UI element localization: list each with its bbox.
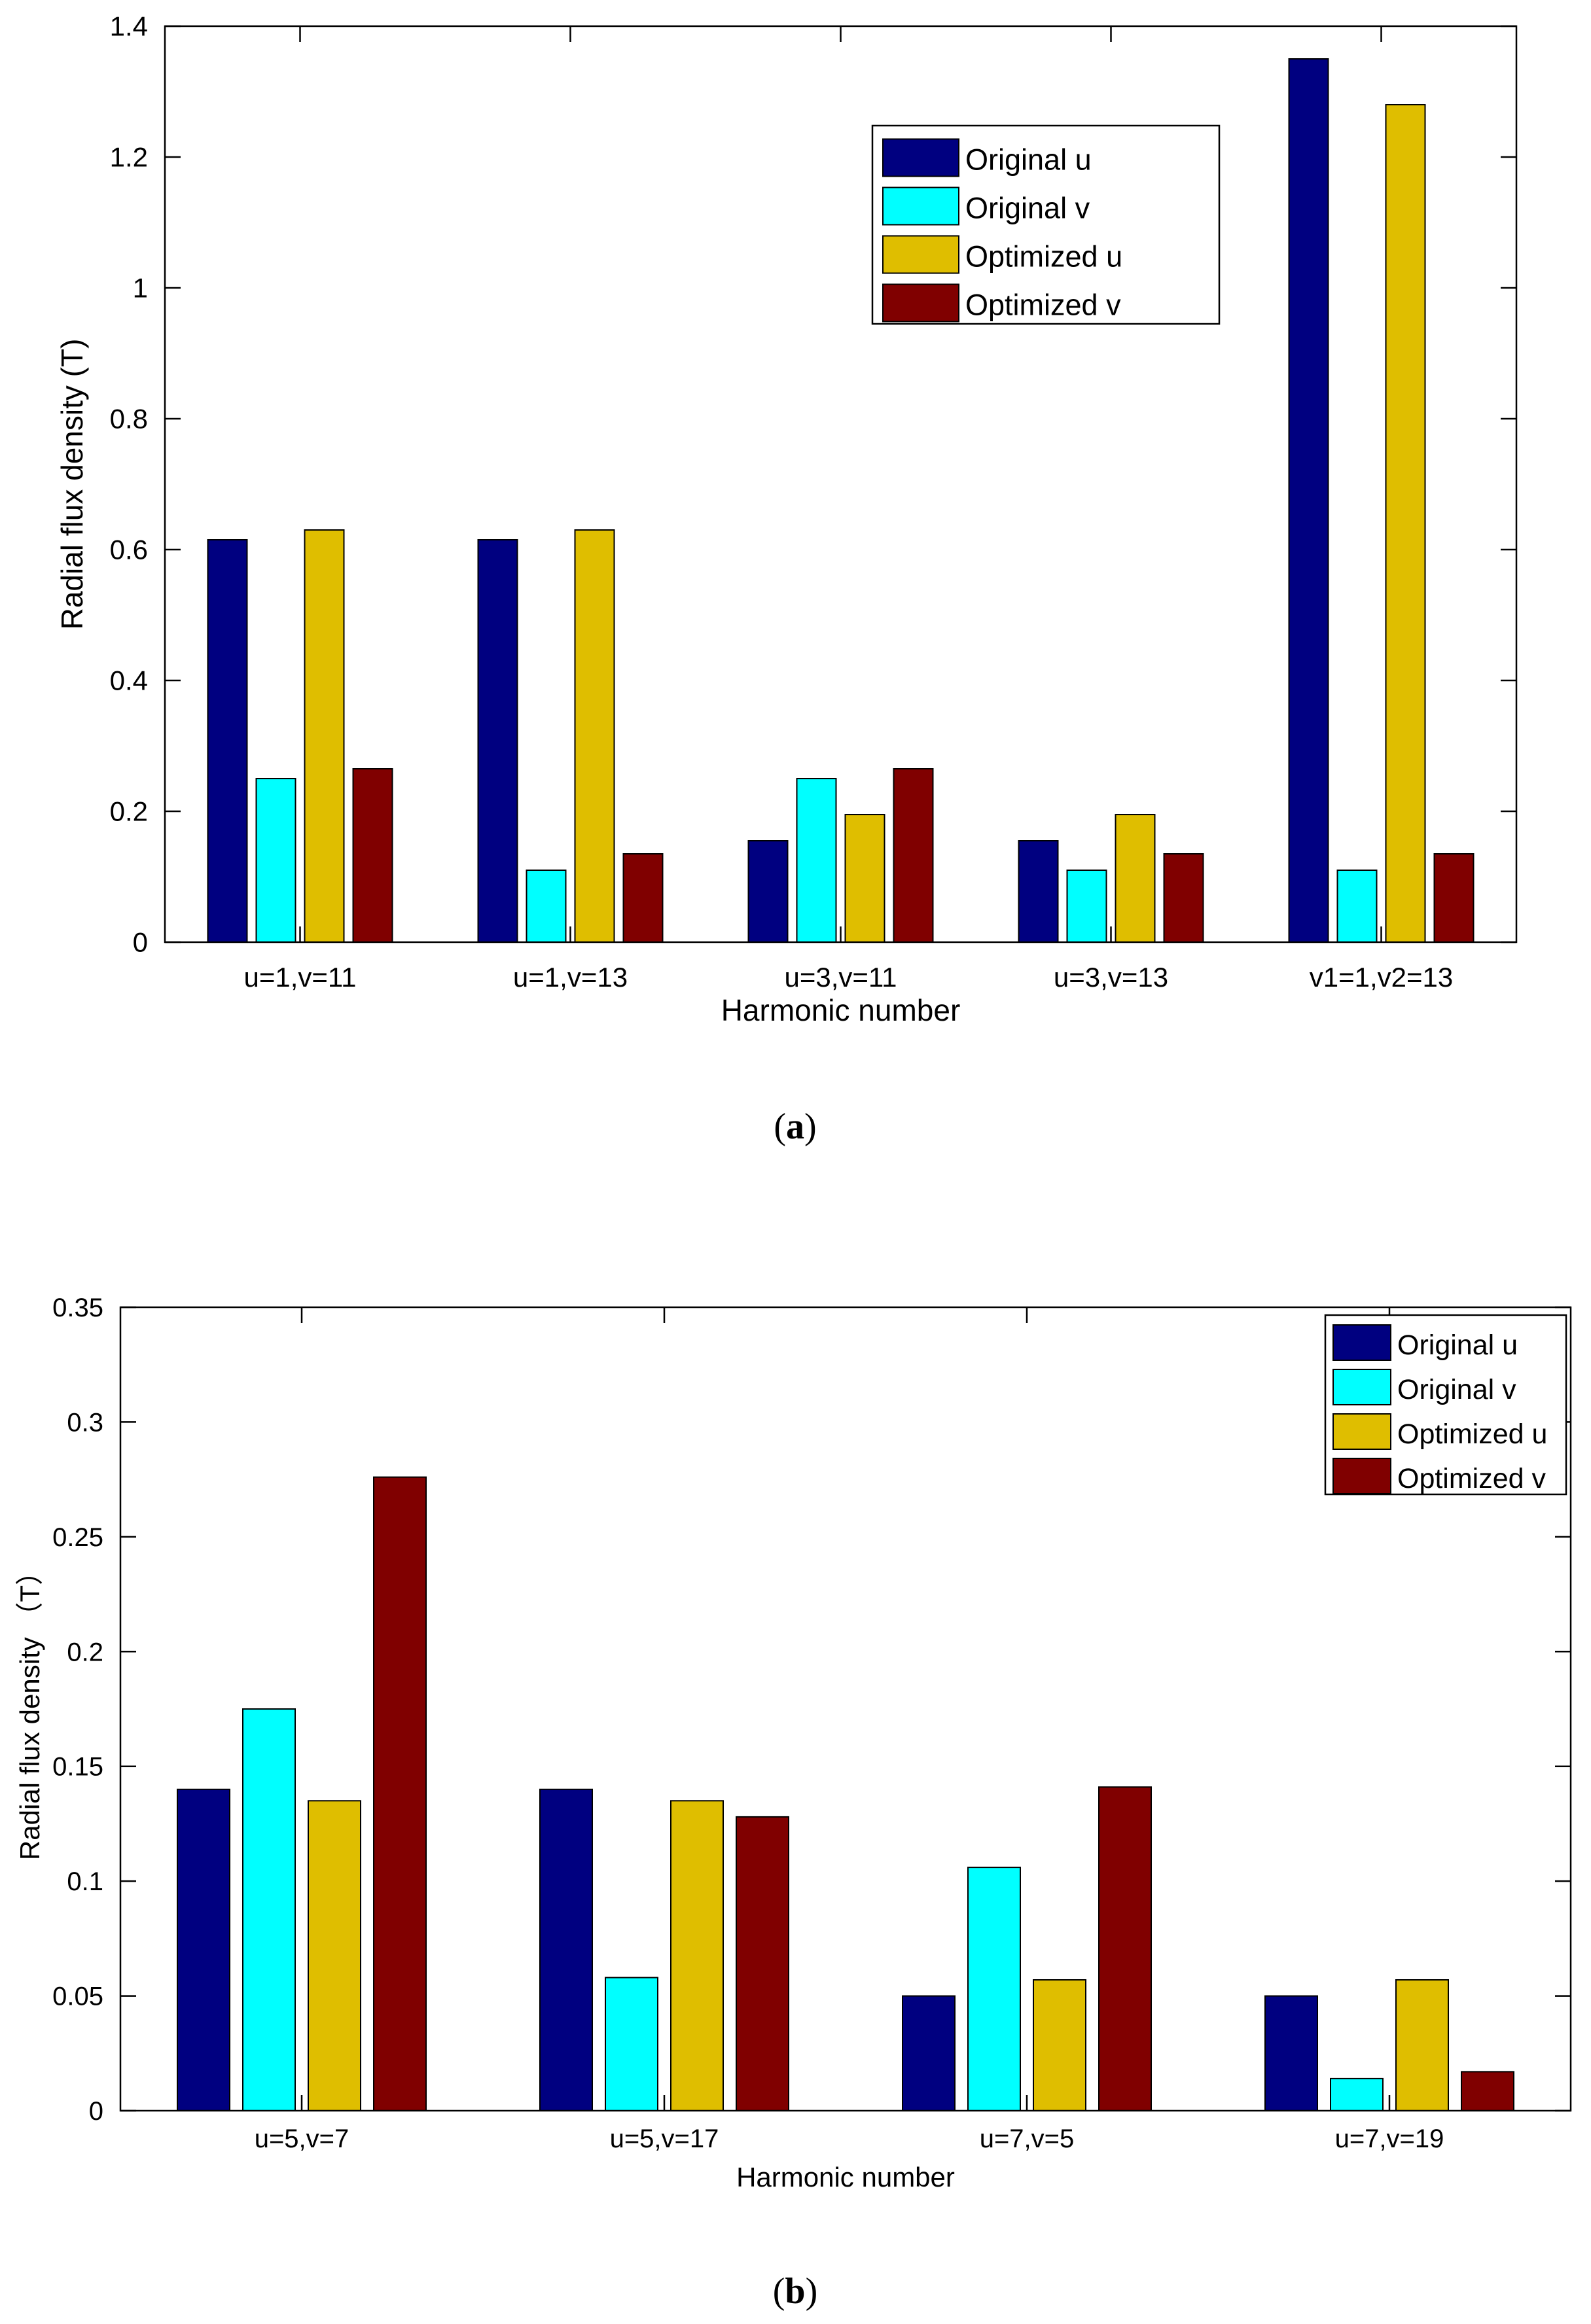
legend-label-optimized-u: Optimized u [1397, 1418, 1547, 1450]
x-axis-label: Harmonic number [721, 993, 961, 1027]
bar-original-u-1 [207, 539, 248, 943]
legend-swatch-original-v [882, 186, 959, 226]
bar-optimized-v-1 [352, 768, 393, 943]
plot-frame [119, 1306, 1572, 2112]
bar-original-v-2 [605, 1977, 658, 2111]
legend-swatch-original-v [1332, 1369, 1391, 1405]
x-tick-label: v1=1,v2=13 [1310, 962, 1454, 993]
x-tick-label: u=1,v=13 [513, 962, 628, 993]
legend-label-original-v: Original v [965, 191, 1090, 224]
bar-optimized-v-2 [622, 853, 664, 943]
bar-optimized-v-3 [893, 768, 934, 943]
bar-original-u-2 [539, 1788, 593, 2112]
x-tick-label: u=7,v=19 [1335, 2124, 1444, 2153]
bar-original-u-3 [747, 840, 789, 943]
legend-swatch-original-u [882, 138, 959, 177]
bar-optimized-v-3 [1098, 1786, 1152, 2112]
bar-optimized-v-1 [373, 1476, 427, 2112]
bar-optimized-u-2 [574, 529, 615, 943]
bar-original-v-5 [1336, 870, 1378, 943]
bar-original-u-2 [477, 539, 518, 943]
legend-label-original-u: Original u [1397, 1329, 1518, 1361]
bar-optimized-u-3 [1033, 1979, 1086, 2111]
bar-optimized-u-3 [844, 814, 885, 943]
y-tick-label: 0.35 [52, 1294, 103, 1322]
bar-optimized-v-4 [1163, 853, 1204, 943]
y-tick-label: 0.6 [110, 535, 148, 565]
bar-optimized-u-2 [670, 1800, 724, 2112]
bar-optimized-v-5 [1433, 853, 1475, 943]
x-tick-label: u=1,v=11 [243, 962, 356, 993]
legend-swatch-optimized-v [1332, 1458, 1391, 1494]
bar-original-v-1 [255, 778, 296, 943]
bar-optimized-u-4 [1395, 1979, 1449, 2111]
y-axis-label: Radial flux density （T） [14, 1558, 45, 1860]
y-tick-label: 0.15 [52, 1753, 103, 1782]
y-tick-label: 0.8 [110, 404, 148, 434]
legend-swatch-optimized-u [882, 235, 959, 274]
y-tick-label: 0.2 [67, 1638, 103, 1666]
x-tick-label: u=7,v=5 [980, 2124, 1075, 2153]
legend-swatch-optimized-u [1332, 1413, 1391, 1450]
legend: Original u Original v Optimized u Optimized… [1324, 1314, 1567, 1496]
legend-label-original-v: Original v [1397, 1374, 1516, 1405]
panel-caption: (b) [773, 2271, 817, 2312]
bar-original-u-4 [1264, 1995, 1318, 2112]
y-tick-label: 0.05 [52, 1982, 103, 2011]
y-tick-label: 0 [133, 927, 148, 958]
panel-caption: (a) [774, 1106, 816, 1147]
bar-optimized-u-1 [308, 1800, 361, 2112]
y-tick-label: 1 [133, 273, 148, 304]
bar-original-u-5 [1288, 58, 1329, 943]
y-tick-label: 1.2 [110, 142, 148, 173]
y-tick-label: 0 [89, 2097, 103, 2126]
legend-label-optimized-v: Optimized v [965, 288, 1121, 321]
bar-optimized-u-4 [1115, 814, 1156, 943]
bar-optimized-u-1 [304, 529, 345, 943]
y-tick-label: 0.25 [52, 1523, 103, 1552]
legend-swatch-original-u [1332, 1324, 1391, 1361]
y-axis-label: Radial flux density (T) [55, 339, 89, 630]
y-tick-label: 1.4 [110, 11, 148, 42]
y-tick-label: 0.3 [67, 1408, 103, 1437]
bar-original-u-3 [902, 1995, 956, 2112]
y-tick-label: 0.4 [110, 665, 148, 696]
chart-a: 0 0.2 0.4 0.6 0.8 1 1.2 1.4 u=1,v=11 u=1,v=13 u=3,… [55, 11, 1518, 1147]
y-tick-label: 0.2 [110, 796, 148, 827]
bar-optimized-v-2 [736, 1816, 789, 2111]
bar-original-u-1 [177, 1788, 230, 2112]
bar-original-v-3 [967, 1867, 1021, 2112]
x-axis-label: Harmonic number [736, 2162, 955, 2192]
x-tick-label: u=5,v=7 [255, 2124, 349, 2153]
y-tick-label: 0.1 [67, 1867, 103, 1896]
legend-swatch-optimized-v [882, 283, 959, 323]
x-tick-label: u=3,v=11 [784, 962, 897, 993]
bar-original-v-2 [526, 870, 567, 943]
x-tick-label: u=3,v=13 [1054, 962, 1168, 993]
legend: Original u Original v Optimized u Optimized… [871, 124, 1221, 325]
bar-original-v-4 [1066, 870, 1107, 943]
legend-label-optimized-v: Optimized v [1397, 1463, 1546, 1494]
bar-original-u-4 [1018, 840, 1059, 943]
bar-optimized-v-4 [1461, 2071, 1514, 2111]
x-tick-label: u=5,v=17 [610, 2124, 719, 2153]
bar-original-v-1 [242, 1708, 296, 2111]
bar-original-v-3 [796, 778, 837, 943]
chart-b: 0 0.05 0.1 0.15 0.2 0.25 0.3 0.35 u=5,v=7 u=5,v=1… [14, 1294, 1572, 2312]
bar-original-v-4 [1330, 2077, 1384, 2111]
legend-label-optimized-u: Optimized u [965, 239, 1122, 273]
legend-label-original-u: Original u [965, 143, 1092, 176]
bar-optimized-u-5 [1385, 104, 1426, 943]
